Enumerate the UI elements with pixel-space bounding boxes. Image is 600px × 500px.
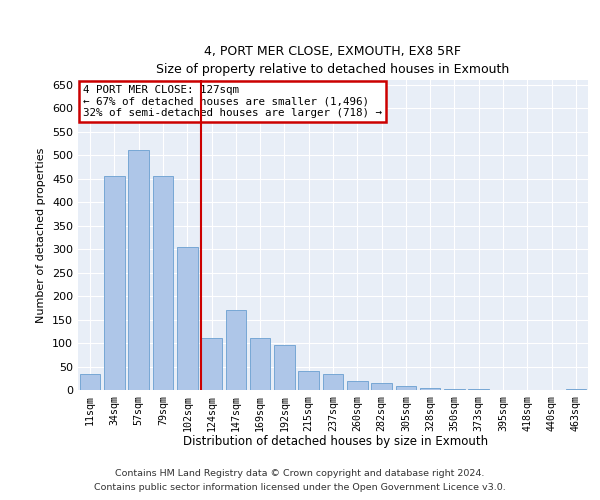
Bar bbox=[566, 389, 586, 390]
Bar bbox=[201, 338, 222, 390]
Bar bbox=[152, 176, 173, 390]
Bar bbox=[226, 310, 246, 390]
Bar bbox=[469, 389, 489, 390]
Y-axis label: Number of detached properties: Number of detached properties bbox=[37, 148, 46, 322]
Bar bbox=[128, 150, 149, 390]
Bar bbox=[250, 338, 271, 390]
Bar bbox=[395, 386, 416, 390]
Bar bbox=[80, 374, 100, 390]
Bar bbox=[104, 176, 125, 390]
Text: Contains public sector information licensed under the Open Government Licence v3: Contains public sector information licen… bbox=[94, 484, 506, 492]
Bar bbox=[444, 388, 465, 390]
Title: 4, PORT MER CLOSE, EXMOUTH, EX8 5RF
Size of property relative to detached houses: 4, PORT MER CLOSE, EXMOUTH, EX8 5RF Size… bbox=[157, 45, 509, 76]
Bar bbox=[420, 388, 440, 390]
Text: 4 PORT MER CLOSE: 127sqm
← 67% of detached houses are smaller (1,496)
32% of sem: 4 PORT MER CLOSE: 127sqm ← 67% of detach… bbox=[83, 84, 382, 118]
Text: Distribution of detached houses by size in Exmouth: Distribution of detached houses by size … bbox=[184, 435, 488, 448]
Bar bbox=[323, 374, 343, 390]
Bar bbox=[371, 383, 392, 390]
Bar bbox=[347, 380, 368, 390]
Bar bbox=[274, 346, 295, 390]
Bar bbox=[177, 246, 197, 390]
Bar bbox=[298, 371, 319, 390]
Text: Contains HM Land Registry data © Crown copyright and database right 2024.: Contains HM Land Registry data © Crown c… bbox=[115, 468, 485, 477]
